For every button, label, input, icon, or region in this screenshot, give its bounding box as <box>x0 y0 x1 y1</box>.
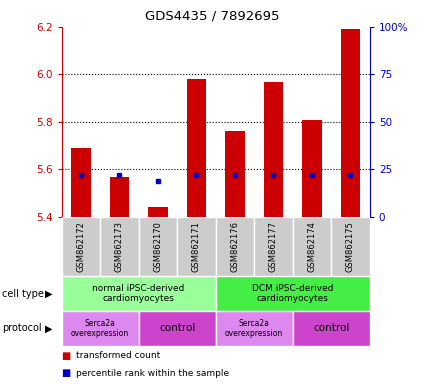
Bar <box>215 311 293 346</box>
Text: ▶: ▶ <box>45 323 53 333</box>
Bar <box>139 217 177 276</box>
Text: GSM862171: GSM862171 <box>192 221 201 272</box>
Text: protocol: protocol <box>2 323 42 333</box>
Text: GSM862173: GSM862173 <box>115 221 124 272</box>
Text: GDS4435 / 7892695: GDS4435 / 7892695 <box>145 10 280 23</box>
Bar <box>215 276 370 311</box>
Bar <box>215 217 254 276</box>
Text: transformed count: transformed count <box>76 351 161 361</box>
Text: GSM862172: GSM862172 <box>76 221 85 272</box>
Bar <box>187 79 206 217</box>
Bar <box>62 311 139 346</box>
Bar <box>148 207 167 217</box>
Bar <box>293 217 331 276</box>
Text: cell type: cell type <box>2 289 44 299</box>
Bar <box>62 276 215 311</box>
Text: Serca2a
overexpression: Serca2a overexpression <box>225 319 283 338</box>
Bar <box>264 81 283 217</box>
Text: GSM862176: GSM862176 <box>230 221 239 272</box>
Bar <box>225 131 244 217</box>
Bar <box>254 217 293 276</box>
Bar <box>293 311 370 346</box>
Text: ■: ■ <box>62 368 71 378</box>
Text: percentile rank within the sample: percentile rank within the sample <box>76 369 230 378</box>
Text: control: control <box>159 323 196 333</box>
Bar <box>139 311 215 346</box>
Bar <box>302 119 322 217</box>
Text: ▶: ▶ <box>45 289 53 299</box>
Text: normal iPSC-derived
cardiomyocytes: normal iPSC-derived cardiomyocytes <box>93 284 185 303</box>
Text: GSM862177: GSM862177 <box>269 221 278 272</box>
Text: GSM862175: GSM862175 <box>346 221 355 272</box>
Text: GSM862170: GSM862170 <box>153 221 162 272</box>
Text: control: control <box>313 323 349 333</box>
Text: DCM iPSC-derived
cardiomyocytes: DCM iPSC-derived cardiomyocytes <box>252 284 334 303</box>
Text: ■: ■ <box>62 351 71 361</box>
Bar <box>62 217 100 276</box>
Text: Serca2a
overexpression: Serca2a overexpression <box>71 319 129 338</box>
Text: GSM862174: GSM862174 <box>307 221 317 272</box>
Bar <box>331 217 370 276</box>
Bar <box>71 148 91 217</box>
Bar <box>341 29 360 217</box>
Bar <box>177 217 215 276</box>
Bar <box>110 177 129 217</box>
Bar <box>100 217 139 276</box>
